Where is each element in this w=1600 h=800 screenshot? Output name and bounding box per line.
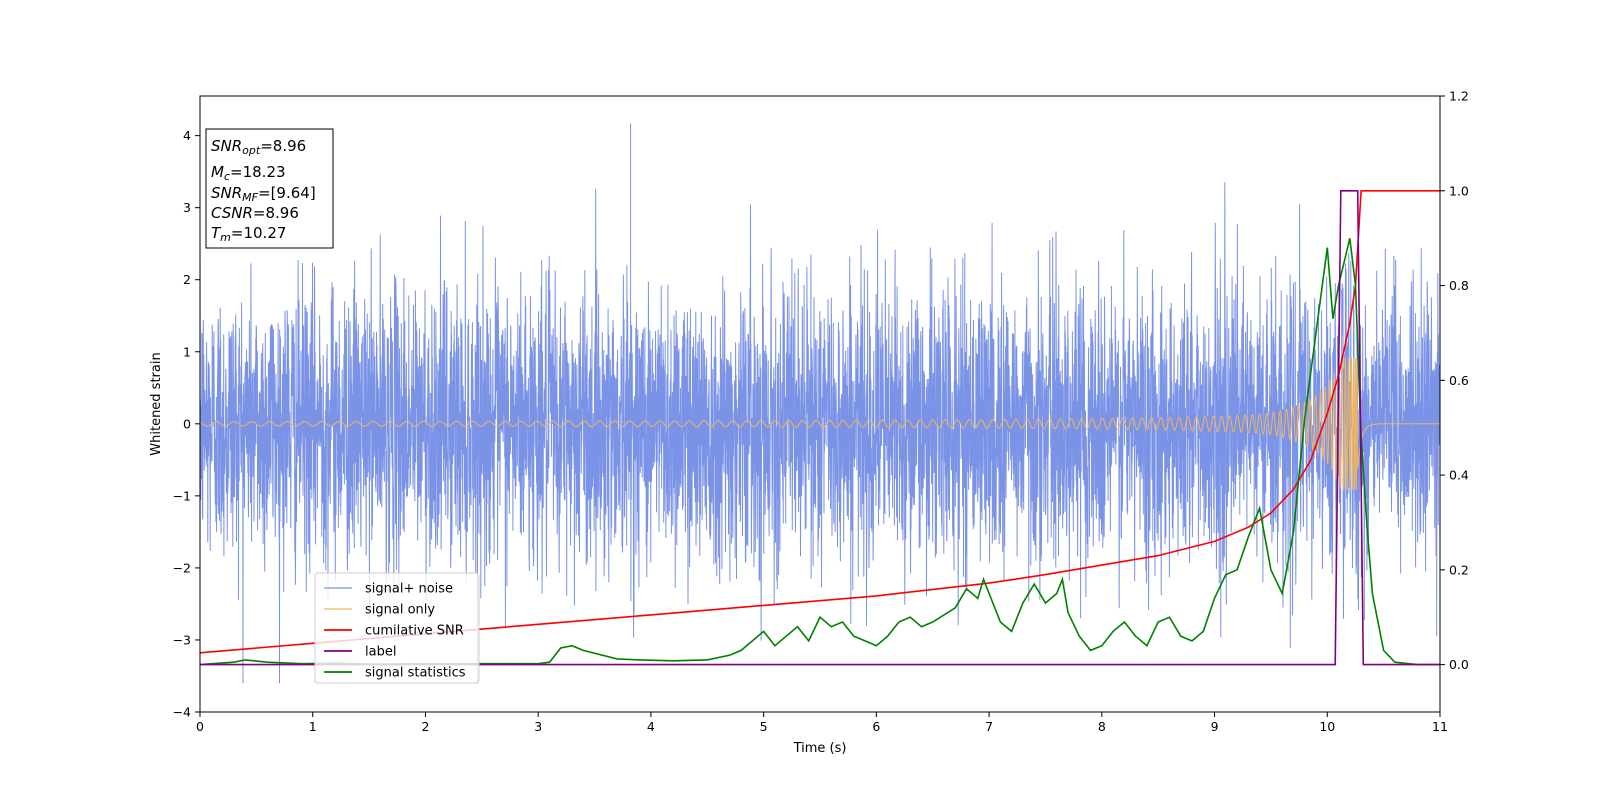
annotation-frame bbox=[205, 128, 334, 249]
x-axis-label: Time (s) bbox=[793, 741, 847, 756]
x-tick-label: 10 bbox=[1319, 719, 1335, 734]
y2-tick-label: 1.2 bbox=[1449, 89, 1469, 104]
y-tick-label: −1 bbox=[173, 488, 191, 503]
x-tick-label: 5 bbox=[760, 719, 768, 734]
y2-tick-label: 0.0 bbox=[1449, 657, 1469, 672]
y2-tick-label: 1.0 bbox=[1449, 183, 1469, 198]
x-tick-label: 0 bbox=[196, 719, 204, 734]
series-cumulative-snr bbox=[200, 190, 1440, 654]
y2-tick-label: 0.2 bbox=[1449, 562, 1469, 577]
y2-tick-label: 0.6 bbox=[1449, 373, 1469, 388]
plot-frame bbox=[199, 95, 1441, 713]
y-tick-label: 1 bbox=[183, 344, 191, 359]
x-tick-label: 11 bbox=[1432, 719, 1448, 734]
legend-label: label bbox=[365, 645, 396, 660]
y-axis-label: Whitened strain bbox=[149, 352, 164, 455]
y-tick-label: −2 bbox=[173, 560, 191, 575]
y-tick-label: −3 bbox=[173, 632, 191, 647]
x-tick-label: 1 bbox=[309, 719, 317, 734]
series-layer bbox=[200, 123, 1440, 684]
series-signal-statistics bbox=[200, 238, 1440, 666]
x-tick-label: 2 bbox=[421, 719, 429, 734]
annotation-snr-opt: SNRopt=8.96 bbox=[211, 137, 306, 157]
annotation-mc: Mc=18.23 bbox=[211, 163, 286, 183]
x-tick-label: 6 bbox=[872, 719, 880, 734]
series-signal-only bbox=[200, 357, 1440, 491]
y-tick-label: 4 bbox=[183, 128, 191, 143]
y-tick-label: 0 bbox=[183, 416, 191, 431]
legend-label: signal statistics bbox=[365, 666, 466, 681]
annotation-box: SNRopt=8.96 Mc=18.23 SNRMF=[9.64] CSNR=8… bbox=[205, 128, 334, 249]
x-tick-label: 3 bbox=[534, 719, 542, 734]
x-tick-label: 9 bbox=[1211, 719, 1219, 734]
annotation-snr-mf: SNRMF=[9.64] bbox=[211, 184, 316, 204]
legend-frame bbox=[314, 572, 480, 684]
series-label bbox=[200, 190, 1440, 666]
legend-label: signal+ noise bbox=[365, 582, 453, 597]
y-tick-label: 2 bbox=[183, 272, 191, 287]
series-signal-noise bbox=[200, 123, 1440, 684]
annotation-csnr: CSNR=8.96 bbox=[211, 204, 299, 222]
y-tick-label: −4 bbox=[173, 705, 191, 720]
x-tick-label: 8 bbox=[1098, 719, 1106, 734]
legend-label: cumilative SNR bbox=[365, 624, 464, 639]
legend: signal+ noise signal only cumilative SNR la… bbox=[314, 572, 480, 684]
legend-label: signal only bbox=[365, 603, 435, 618]
y-tick-label: 3 bbox=[183, 200, 191, 215]
x-tick-label: 4 bbox=[647, 719, 655, 734]
y2-axis-ticks: 0.0 0.2 0.4 0.6 0.8 1.0 1.2 bbox=[1440, 89, 1469, 672]
x-tick-label: 7 bbox=[985, 719, 993, 734]
x-axis-ticks: 0 1 2 3 4 5 6 7 8 9 10 11 bbox=[196, 712, 1448, 734]
y2-tick-label: 0.8 bbox=[1449, 278, 1469, 293]
y-axis-ticks: −4 −3 −2 −1 0 1 2 3 4 bbox=[173, 128, 200, 720]
y2-tick-label: 0.4 bbox=[1449, 468, 1469, 483]
annotation-tm: Tm=10.27 bbox=[211, 224, 286, 244]
